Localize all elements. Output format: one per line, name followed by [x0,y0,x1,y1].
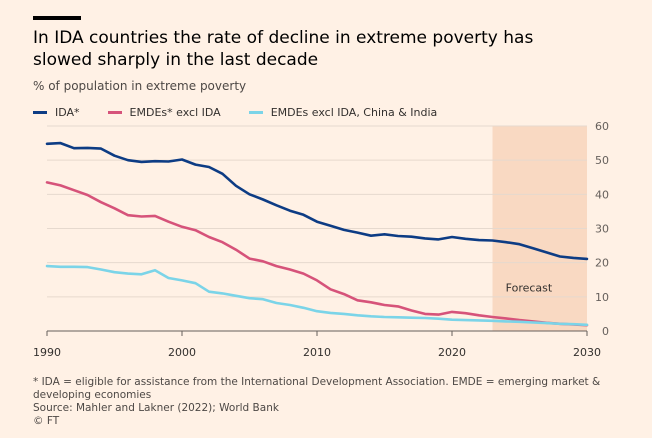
chart-subtitle: % of population in extreme poverty [33,79,247,93]
legend-item-emdes-excl-ida: EMDEs* excl IDA [107,106,221,119]
legend-label-emdes-excl-ida-china-india: EMDEs excl IDA, China & India [270,106,438,119]
footnote-definitions-cont: developing economies [33,389,152,401]
ft-credit: © FT [33,415,60,427]
y-tick-label: 50 [595,154,609,167]
y-tick-label: 20 [595,257,609,270]
source-note: Source: Mahler and Lakner (2022); World … [33,402,279,414]
y-tick-label: 0 [602,325,609,338]
x-tick-label: 1990 [33,346,61,359]
forecast-label: Forecast [506,282,553,295]
legend-item-emdes-excl-ida-china-india: EMDEs excl IDA, China & India [248,106,438,119]
y-tick-label: 10 [595,291,609,304]
y-tick-label: 60 [595,120,609,133]
x-tick-label: 2010 [303,346,331,359]
y-tick-label: 40 [595,188,609,201]
x-tick-label: 2030 [573,346,601,359]
x-tick-label: 2020 [438,346,466,359]
series-line-0 [45,141,589,261]
legend: IDA* EMDEs* excl IDA EMDEs excl IDA, Chi… [33,106,437,119]
series-line-1 [45,181,589,327]
header-rule [33,16,81,20]
chart-title: In IDA countries the rate of decline in … [33,28,534,70]
legend-label-emdes-excl-ida: EMDEs* excl IDA [129,106,221,119]
x-tick-label: 2000 [168,346,196,359]
legend-label-ida: IDA* [55,106,80,119]
legend-swatch-ida [33,111,47,114]
legend-swatch-emdes-excl-ida-china-india [248,111,263,114]
series-line-2 [45,264,589,327]
footnote: * IDA = eligible for assistance from the… [33,376,601,428]
legend-item-ida: IDA* [33,106,80,119]
footnote-definitions: * IDA = eligible for assistance from the… [33,376,601,388]
legend-swatch-emdes-excl-ida [107,111,122,114]
y-tick-label: 30 [595,223,609,236]
